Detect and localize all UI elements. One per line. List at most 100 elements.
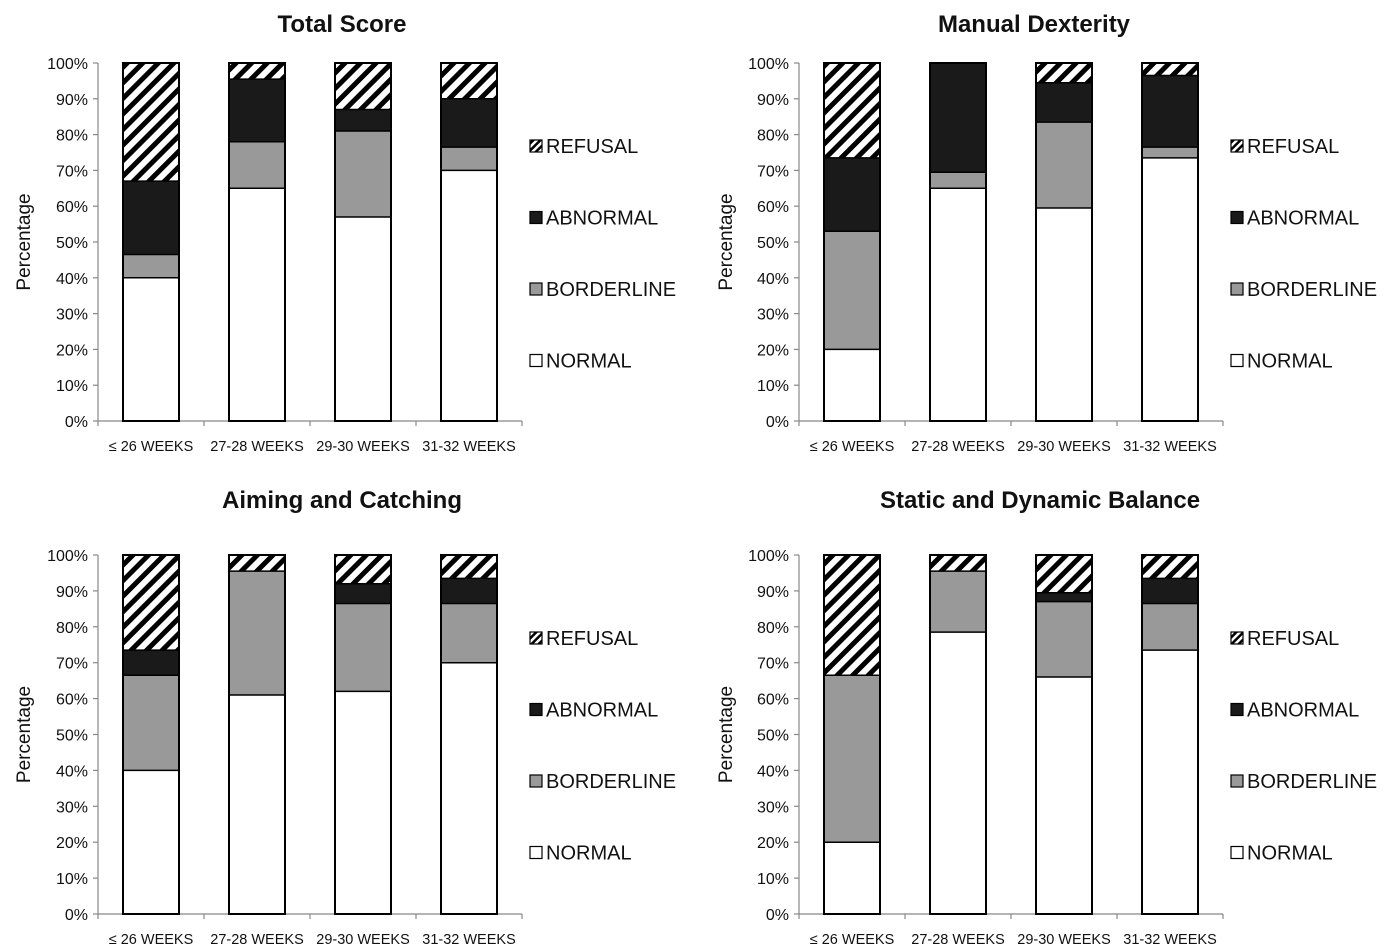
y-tick-label: 40% — [757, 763, 789, 780]
x-tick-label: 31-32 WEEKS — [422, 439, 516, 455]
legend-item-refusal: REFUSAL — [529, 136, 638, 158]
bar-stack-29-30-weeks — [334, 554, 392, 915]
y-tick-label: 0% — [65, 907, 88, 924]
y-tick-label: 10% — [757, 871, 789, 888]
y-tick-label: 70% — [757, 163, 789, 180]
bar-segment-normal — [441, 170, 497, 421]
legend-item-borderline: BORDERLINE — [529, 771, 676, 793]
bar-segment-refusal — [441, 63, 497, 99]
legend-swatch-abnormal — [529, 210, 543, 225]
y-tick-label: 50% — [56, 728, 88, 745]
y-tick-label: 70% — [757, 656, 789, 673]
chart-title: Aiming and Catching — [222, 487, 462, 514]
y-tick-label: 0% — [65, 414, 88, 431]
bar-outline — [122, 62, 180, 422]
legend-label: ABNORMAL — [1247, 700, 1359, 722]
bar-segment-borderline — [930, 172, 986, 189]
bar-segment-normal — [824, 349, 880, 421]
bar-stack-31-32-weeks — [440, 62, 498, 422]
y-axis-label: Percentage — [14, 686, 35, 783]
legend-label: ABNORMAL — [1247, 208, 1359, 230]
legend-label: REFUSAL — [1247, 136, 1339, 158]
bar-stack-27-28-weeks — [228, 554, 286, 915]
bar-segment-borderline — [123, 254, 179, 278]
y-axis-label: Percentage — [14, 193, 35, 290]
legend-swatch-borderline — [1230, 774, 1244, 788]
y-tick-label: 90% — [56, 584, 88, 601]
bar-outline — [929, 62, 987, 422]
legend-label: ABNORMAL — [546, 700, 658, 722]
bar-stack-26-weeks — [122, 554, 180, 915]
legend-label: REFUSAL — [546, 628, 638, 650]
x-tick-label: ≤ 26 WEEKS — [109, 439, 194, 455]
y-tick-label: 40% — [757, 271, 789, 288]
y-tick-label: 70% — [56, 656, 88, 673]
legend-item-borderline: BORDERLINE — [529, 279, 676, 301]
bar-stack-27-28-weeks — [929, 554, 987, 915]
legend-swatch-borderline — [529, 774, 543, 788]
y-axis-label: Percentage — [716, 686, 737, 783]
bar-segment-borderline — [441, 603, 497, 663]
y-tick-label: 100% — [47, 548, 88, 565]
legend-item-refusal: REFUSAL — [529, 628, 638, 650]
x-tick-label: 31-32 WEEKS — [1123, 439, 1217, 455]
legend-item-borderline: BORDERLINE — [1230, 279, 1377, 301]
y-tick-label: 20% — [56, 342, 88, 359]
legend-swatch-normal — [529, 845, 543, 860]
bar-segment-normal — [1142, 650, 1198, 914]
legend-swatch-refusal — [529, 631, 543, 645]
y-tick-label: 90% — [757, 584, 789, 601]
legend-swatch-refusal — [1230, 631, 1244, 645]
bar-segment-borderline — [1142, 147, 1198, 158]
legend-swatch-abnormal — [1230, 702, 1244, 717]
y-tick-label: 50% — [56, 235, 88, 252]
bar-segment-refusal — [930, 555, 986, 572]
y-tick-label: 10% — [56, 378, 88, 395]
bar-stack-31-32-weeks — [1141, 62, 1199, 422]
bar-segment-refusal — [229, 555, 285, 572]
legend: REFUSAL ABNORMAL BORDERLINE NORMAL — [529, 136, 676, 373]
bar-stack-26-weeks — [823, 554, 881, 915]
bar-outline — [823, 554, 881, 915]
legend-item-borderline: BORDERLINE — [1230, 771, 1377, 793]
x-tick-label: 29-30 WEEKS — [316, 439, 410, 455]
y-tick-label: 30% — [56, 799, 88, 816]
bar-segment-borderline — [824, 675, 880, 843]
chart-panel-aiming-and-catching: Aiming and Catching Percentage 0% 10% 20% 30%… — [14, 487, 676, 945]
bar-segment-borderline — [441, 147, 497, 171]
y-tick-label: 60% — [757, 199, 789, 216]
y-tick-label: 50% — [757, 235, 789, 252]
y-tick-label: 40% — [56, 271, 88, 288]
legend-label: NORMAL — [546, 351, 632, 373]
legend-item-normal: NORMAL — [1230, 351, 1333, 373]
y-tick-label: 90% — [757, 92, 789, 109]
bar-segment-borderline — [335, 131, 391, 217]
y-tick-label: 70% — [56, 163, 88, 180]
y-tick-label: 10% — [56, 871, 88, 888]
chart-panel-static-and-dynamic-balance: Static and Dynamic Balance Percentage 0% 10… — [716, 487, 1377, 945]
chart-panel-total-score: Total Score Percentage 0% 10% 20% 30% 40% 50% 60… — [14, 11, 676, 455]
bar-segment-abnormal — [335, 109, 391, 132]
bar-segment-refusal — [824, 555, 880, 676]
bar-segment-abnormal — [229, 79, 285, 142]
legend-label: BORDERLINE — [1247, 771, 1377, 793]
y-tick-label: 90% — [56, 92, 88, 109]
bar-outline — [440, 554, 498, 915]
bar-stack-27-28-weeks — [929, 62, 987, 422]
bar-segment-normal — [229, 695, 285, 914]
bar-segment-normal — [441, 662, 497, 914]
bar-segment-abnormal — [335, 583, 391, 604]
bar-segment-refusal — [123, 555, 179, 651]
bar-stack-26-weeks — [122, 62, 180, 422]
y-tick-label: 0% — [766, 414, 789, 431]
y-tick-label: 80% — [757, 620, 789, 637]
legend-label: NORMAL — [1247, 351, 1333, 373]
bar-outline — [334, 554, 392, 915]
legend-swatch-normal — [1230, 845, 1244, 860]
bar-segment-borderline — [1036, 601, 1092, 678]
bar-segment-borderline — [335, 603, 391, 692]
y-tick-label: 60% — [757, 692, 789, 709]
bar-outline — [334, 62, 392, 422]
bar-outline — [823, 62, 881, 422]
x-tick-label: ≤ 26 WEEKS — [810, 439, 895, 455]
